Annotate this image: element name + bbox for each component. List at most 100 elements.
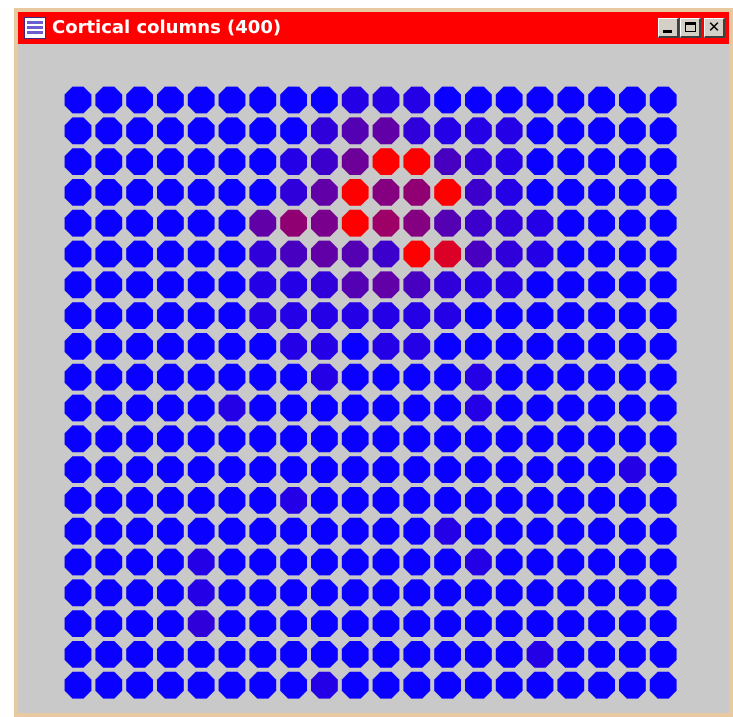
column-cell <box>526 610 554 637</box>
column-cell <box>64 333 92 360</box>
column-cell <box>649 117 677 145</box>
column-cell <box>588 117 615 145</box>
column-cell <box>249 548 277 576</box>
column-cell <box>526 641 554 668</box>
column-cell <box>372 610 400 637</box>
column-cell <box>249 456 277 483</box>
column-cell <box>557 610 585 637</box>
column-cell <box>95 302 123 329</box>
column-cell <box>649 148 677 175</box>
column-cell <box>249 302 277 329</box>
column-cell <box>557 117 585 145</box>
column-cell <box>187 363 215 391</box>
column-cell <box>465 456 492 483</box>
column-cell <box>157 487 184 514</box>
column-cell <box>249 240 277 268</box>
minimize-button[interactable] <box>658 18 679 38</box>
column-cell <box>341 148 369 175</box>
column-cell <box>341 209 369 237</box>
column-cell <box>280 148 307 175</box>
column-cell <box>280 487 307 514</box>
column-cell <box>218 271 246 299</box>
java-app-icon[interactable] <box>24 17 46 39</box>
column-cell <box>157 394 184 422</box>
column-cell <box>157 641 184 668</box>
column-cell <box>187 148 215 175</box>
column-cell <box>187 86 215 114</box>
column-cell <box>557 363 585 391</box>
column-cell <box>526 548 554 576</box>
column-cell <box>126 148 153 175</box>
column-cell <box>249 641 277 668</box>
column-cell <box>557 641 585 668</box>
column-cell <box>588 487 615 514</box>
column-cell <box>649 425 677 453</box>
cortical-grid-canvas[interactable] <box>18 44 729 713</box>
column-cell <box>341 456 369 483</box>
column-cell <box>557 425 585 453</box>
column-cell <box>557 240 585 268</box>
column-cell <box>526 517 554 545</box>
column-cell <box>588 579 615 607</box>
column-cell <box>126 363 153 391</box>
column-cell <box>619 148 646 175</box>
column-cell <box>157 610 184 637</box>
column-cell <box>280 579 307 607</box>
maximize-button[interactable] <box>680 18 701 38</box>
column-cell <box>495 302 523 329</box>
column-cell <box>495 209 523 237</box>
column-cell <box>64 641 92 668</box>
column-cell <box>372 363 400 391</box>
column-cell <box>588 548 615 576</box>
column-cell <box>311 240 338 268</box>
column-cell <box>218 209 246 237</box>
column-cell <box>619 610 646 637</box>
column-cell <box>526 86 554 114</box>
column-cell <box>95 425 123 453</box>
column-cell <box>311 579 338 607</box>
column-cell <box>311 86 338 114</box>
column-cell <box>249 117 277 145</box>
column-cell <box>64 271 92 299</box>
column-cell <box>218 641 246 668</box>
column-cell <box>557 302 585 329</box>
column-cell <box>619 86 646 114</box>
column-cell <box>64 117 92 145</box>
column-cell <box>434 517 461 545</box>
column-cell <box>95 363 123 391</box>
column-cell <box>218 148 246 175</box>
column-cell <box>187 271 215 299</box>
column-cell <box>126 671 153 699</box>
column-cell <box>95 240 123 268</box>
column-cell <box>372 271 400 299</box>
column-cell <box>311 271 338 299</box>
column-cell <box>249 363 277 391</box>
column-cell <box>187 333 215 360</box>
column-cell <box>280 548 307 576</box>
column-cell <box>372 487 400 514</box>
column-cell <box>465 425 492 453</box>
column-cell <box>372 240 400 268</box>
column-cell <box>495 363 523 391</box>
column-cell <box>465 610 492 637</box>
close-button[interactable]: ✕ <box>704 18 725 38</box>
column-cell <box>372 456 400 483</box>
column-cell <box>64 302 92 329</box>
column-cell <box>64 517 92 545</box>
column-cell <box>280 394 307 422</box>
column-cell <box>526 579 554 607</box>
column-cell <box>495 425 523 453</box>
column-cell <box>372 86 400 114</box>
column-cell <box>126 610 153 637</box>
column-cell <box>249 271 277 299</box>
column-cell <box>588 610 615 637</box>
column-cell <box>588 671 615 699</box>
column-cell <box>311 363 338 391</box>
column-cell <box>95 641 123 668</box>
column-cell <box>218 425 246 453</box>
column-cell <box>218 302 246 329</box>
column-cell <box>280 333 307 360</box>
title-bar[interactable]: Cortical columns (400) ✕ <box>18 12 729 44</box>
column-cell <box>649 333 677 360</box>
column-cell <box>311 671 338 699</box>
